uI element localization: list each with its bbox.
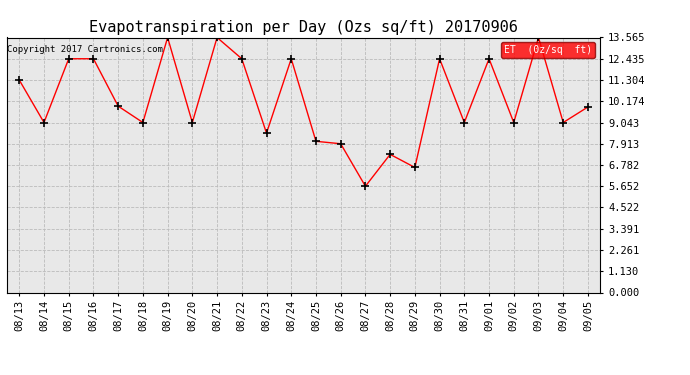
Text: Copyright 2017 Cartronics.com: Copyright 2017 Cartronics.com xyxy=(8,45,164,54)
Legend: ET  (0z/sq  ft): ET (0z/sq ft) xyxy=(502,42,595,58)
Title: Evapotranspiration per Day (Ozs sq/ft) 20170906: Evapotranspiration per Day (Ozs sq/ft) 2… xyxy=(89,20,518,35)
